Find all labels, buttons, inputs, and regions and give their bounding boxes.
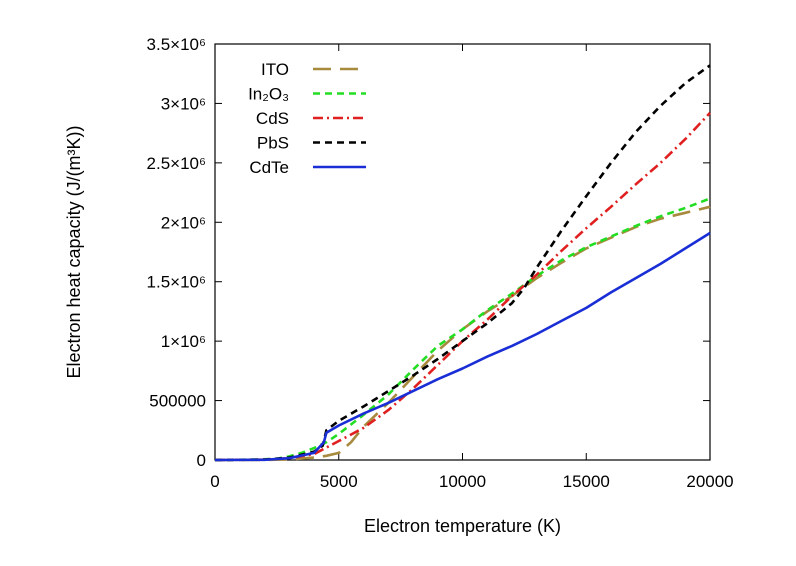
series-line-3	[214, 64, 711, 462]
y-axis-label: Electron heat capacity (J/(m³K))	[64, 125, 84, 378]
x-tick-label: 10000	[439, 472, 486, 491]
legend: ITO In₂O₃ CdS PbS CdTe	[248, 60, 366, 177]
series-line-1	[214, 197, 711, 462]
x-tick-label: 5000	[320, 472, 358, 491]
x-axis-label: Electron temperature (K)	[364, 516, 561, 536]
y-tick-label: 2×10⁶	[161, 213, 206, 232]
series-line-2	[214, 112, 711, 462]
plot-area	[214, 43, 711, 461]
series-line-4	[214, 231, 711, 462]
legend-label-4: CdTe	[249, 158, 289, 177]
x-tick-label: 20000	[686, 472, 733, 491]
legend-label-3: PbS	[257, 134, 289, 153]
x-tick-label: 15000	[563, 472, 610, 491]
y-tick-label: 2.5×10⁶	[147, 154, 206, 173]
series-lines	[214, 64, 711, 462]
y-tick-label: 1×10⁶	[161, 332, 206, 351]
y-tick-label: 3×10⁶	[161, 94, 206, 113]
series-line-0	[214, 205, 711, 462]
axis-ticks: 0 5000 10000 15000 20000 0 500000 1×10⁶ 1.5×10⁶ 2…	[147, 35, 734, 491]
y-tick-label: 3.5×10⁶	[147, 35, 206, 54]
legend-label-1: In₂O₃	[248, 85, 289, 104]
legend-label-2: CdS	[256, 109, 289, 128]
y-tick-label: 1.5×10⁶	[147, 273, 206, 292]
y-tick-label: 500000	[149, 392, 206, 411]
x-tick-label: 0	[210, 472, 219, 491]
plot-frame	[214, 43, 711, 461]
legend-label-0: ITO	[261, 60, 289, 79]
y-tick-label: 0	[197, 451, 206, 470]
